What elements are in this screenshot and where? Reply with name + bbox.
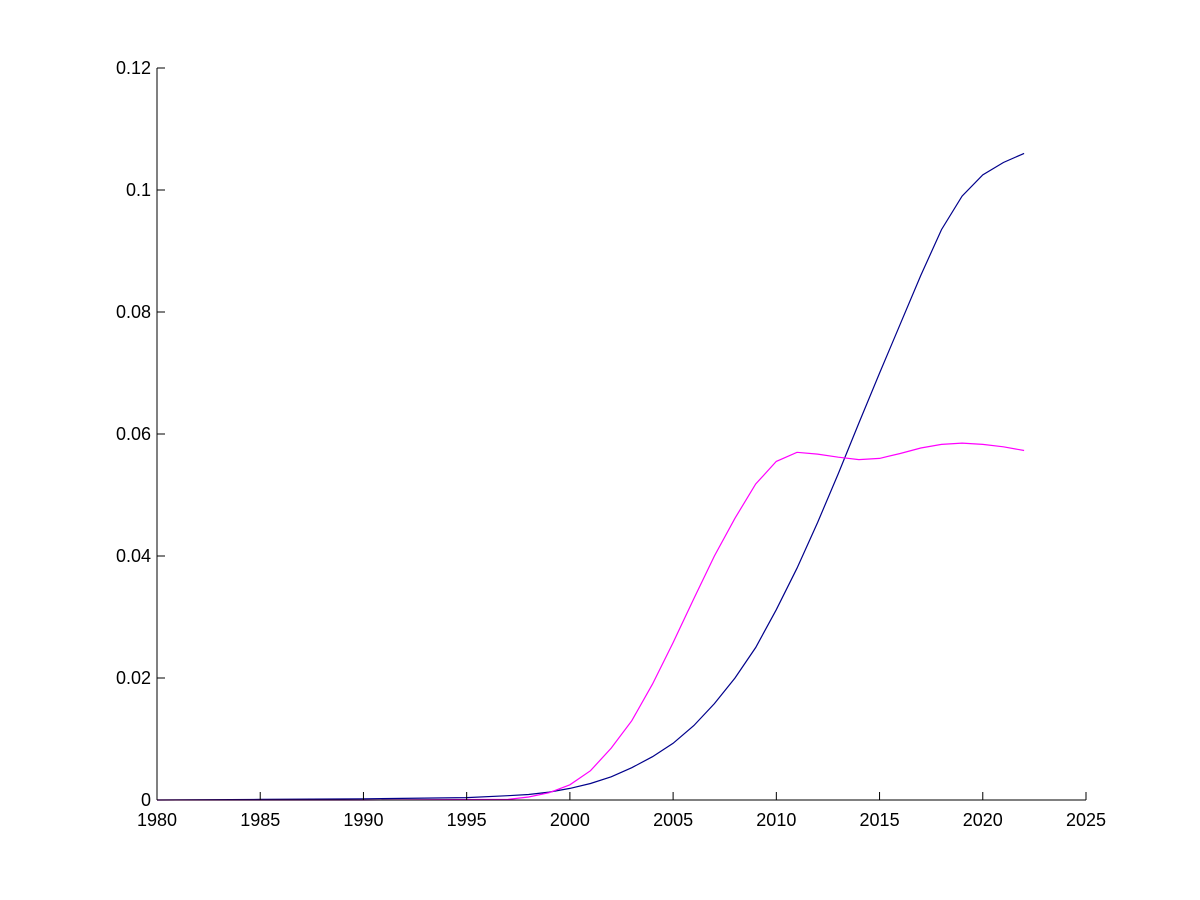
x-tick-label: 1985 [240,810,280,830]
series-layer [156,152,1025,801]
x-tick-label: 1995 [447,810,487,830]
x-tick-label: 2020 [963,810,1003,830]
x-tick-label: 2005 [653,810,693,830]
y-tick-label: 0.08 [116,302,151,322]
x-tick-label: 1980 [137,810,177,830]
x-tick-label: 2000 [550,810,590,830]
x-tick-label: 2015 [860,810,900,830]
y-tick-label: 0.02 [116,668,151,688]
x-tick-label: 1990 [343,810,383,830]
y-tick-label: 0.06 [116,424,151,444]
x-tick-label: 2010 [756,810,796,830]
y-tick-label: 0.1 [126,180,151,200]
axes: 1980 1985 1990 1995 2000 2005 2010 2015 2020 2025… [116,58,1106,830]
series-line-1 [156,152,1025,801]
y-tick-label: 0 [141,790,151,810]
x-tick-label: 2025 [1066,810,1106,830]
y-tick-label: 0.12 [116,58,151,78]
series-line-2 [157,442,1025,801]
y-tick-label: 0.04 [116,546,151,566]
